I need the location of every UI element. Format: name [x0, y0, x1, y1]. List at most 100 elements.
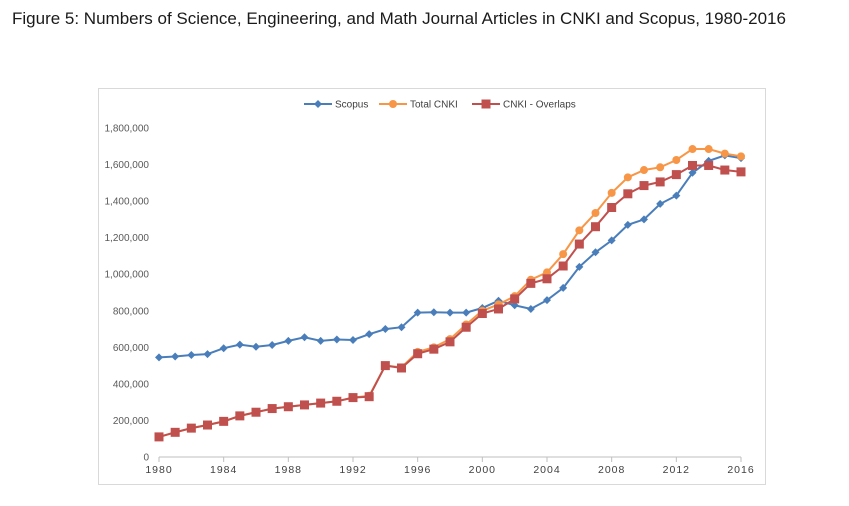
- data-point-cnki-overlaps: [639, 181, 649, 191]
- data-point-cnki-overlaps: [235, 411, 245, 421]
- data-point-scopus: [332, 335, 341, 344]
- y-tick-label: 0: [143, 453, 149, 464]
- y-tick-label: 1,800,000: [105, 124, 150, 135]
- data-point-scopus: [365, 330, 374, 339]
- data-point-cnki-overlaps: [283, 402, 293, 412]
- legend-marker-scopus: [314, 100, 322, 108]
- x-tick-label: 1996: [404, 464, 431, 476]
- data-point-total-cnki: [591, 208, 600, 217]
- data-point-scopus: [575, 262, 584, 271]
- data-point-cnki-overlaps: [170, 427, 180, 437]
- data-point-scopus: [252, 342, 260, 351]
- data-point-total-cnki: [575, 226, 584, 235]
- data-point-total-cnki: [688, 145, 697, 154]
- data-point-scopus: [413, 308, 422, 317]
- data-point-cnki-overlaps: [380, 361, 390, 371]
- data-point-cnki-overlaps: [736, 167, 746, 177]
- data-point-cnki-overlaps: [219, 416, 229, 426]
- data-point-cnki-overlaps: [655, 177, 665, 187]
- data-point-cnki-overlaps: [154, 432, 164, 442]
- y-tick-label: 400,000: [113, 379, 150, 390]
- y-tick-label: 1,200,000: [105, 233, 150, 244]
- data-point-total-cnki: [559, 250, 568, 259]
- data-point-cnki-overlaps: [251, 407, 261, 417]
- data-point-scopus: [316, 336, 325, 345]
- data-point-scopus: [284, 336, 293, 345]
- data-point-cnki-overlaps: [720, 165, 730, 175]
- y-tick-label: 200,000: [113, 416, 150, 427]
- data-point-cnki-overlaps: [397, 363, 406, 373]
- data-point-cnki-overlaps: [591, 222, 600, 232]
- y-tick-label: 1,000,000: [105, 270, 150, 281]
- data-point-cnki-overlaps: [558, 261, 568, 271]
- data-point-cnki-overlaps: [542, 274, 552, 284]
- data-point-scopus: [300, 333, 309, 342]
- data-point-cnki-overlaps: [300, 400, 309, 410]
- data-point-cnki-overlaps: [510, 294, 520, 304]
- data-point-scopus: [672, 191, 681, 200]
- data-point-cnki-overlaps: [688, 160, 697, 170]
- x-tick-label: 2004: [533, 464, 560, 476]
- data-point-scopus: [446, 308, 454, 317]
- x-tick-label: 1980: [145, 464, 172, 476]
- data-point-total-cnki: [656, 163, 665, 172]
- data-point-cnki-overlaps: [526, 278, 536, 288]
- series-line-cnki-overlaps: [158, 164, 742, 438]
- figure-title: Figure 5: Numbers of Science, Engineerin…: [12, 9, 786, 28]
- data-point-scopus: [640, 215, 648, 224]
- data-point-total-cnki: [607, 188, 616, 197]
- line-chart: 0 200,000 400,000 600,000 800,000 1,000,000 1,…: [105, 99, 754, 476]
- data-point-scopus: [607, 236, 616, 245]
- series-line-scopus: [158, 154, 742, 359]
- data-point-cnki-overlaps: [574, 239, 584, 249]
- x-tick-label: 1988: [275, 464, 302, 476]
- chart-area: 0 200,000 400,000 600,000 800,000 1,000,000 1,…: [98, 88, 766, 485]
- data-point-scopus: [219, 344, 228, 353]
- y-tick-label: 1,600,000: [105, 160, 150, 171]
- data-point-scopus: [155, 353, 163, 362]
- data-point-total-cnki: [704, 145, 713, 154]
- legend-marker-cnki-overlaps: [481, 99, 491, 109]
- data-point-cnki-overlaps: [429, 344, 439, 354]
- data-point-cnki-overlaps: [494, 304, 503, 314]
- data-point-cnki-overlaps: [704, 160, 714, 170]
- data-point-total-cnki: [720, 149, 729, 158]
- data-point-cnki-overlaps: [364, 392, 374, 402]
- data-point-cnki-overlaps: [623, 189, 633, 199]
- x-tick-label: 2008: [598, 464, 625, 476]
- legend-label-total-cnki: Total CNKI: [410, 100, 458, 111]
- data-point-total-cnki: [672, 155, 681, 164]
- data-point-total-cnki: [623, 173, 632, 182]
- data-point-cnki-overlaps: [477, 309, 487, 319]
- data-point-scopus: [187, 351, 196, 360]
- series-line-total-cnki: [158, 148, 742, 438]
- data-point-cnki-overlaps: [332, 396, 342, 406]
- x-tick-label: 2000: [469, 464, 496, 476]
- data-point-total-cnki: [640, 166, 648, 175]
- x-tick-label: 1992: [339, 464, 366, 476]
- data-point-scopus: [203, 350, 212, 359]
- data-point-total-cnki: [737, 152, 745, 161]
- data-point-scopus: [429, 308, 438, 317]
- legend-label-cnki-overlaps: CNKI - Overlaps: [503, 100, 576, 111]
- data-point-cnki-overlaps: [186, 423, 196, 433]
- data-point-scopus: [591, 248, 600, 257]
- y-tick-label: 1,400,000: [105, 197, 150, 208]
- data-point-scopus: [381, 325, 390, 334]
- data-point-cnki-overlaps: [348, 393, 358, 403]
- data-point-cnki-overlaps: [445, 337, 455, 347]
- x-tick-label: 2016: [727, 464, 754, 476]
- data-point-scopus: [526, 304, 535, 313]
- data-point-scopus: [268, 340, 277, 349]
- data-point-scopus: [656, 199, 665, 208]
- data-point-scopus: [235, 340, 244, 349]
- data-point-scopus: [688, 168, 697, 177]
- data-point-cnki-overlaps: [607, 203, 617, 213]
- x-tick-label: 2012: [663, 464, 690, 476]
- legend-label-scopus: Scopus: [335, 100, 368, 111]
- data-point-cnki-overlaps: [461, 322, 471, 332]
- data-point-scopus: [462, 308, 471, 317]
- data-point-scopus: [623, 220, 632, 229]
- data-point-scopus: [559, 283, 568, 292]
- data-point-scopus: [543, 296, 551, 305]
